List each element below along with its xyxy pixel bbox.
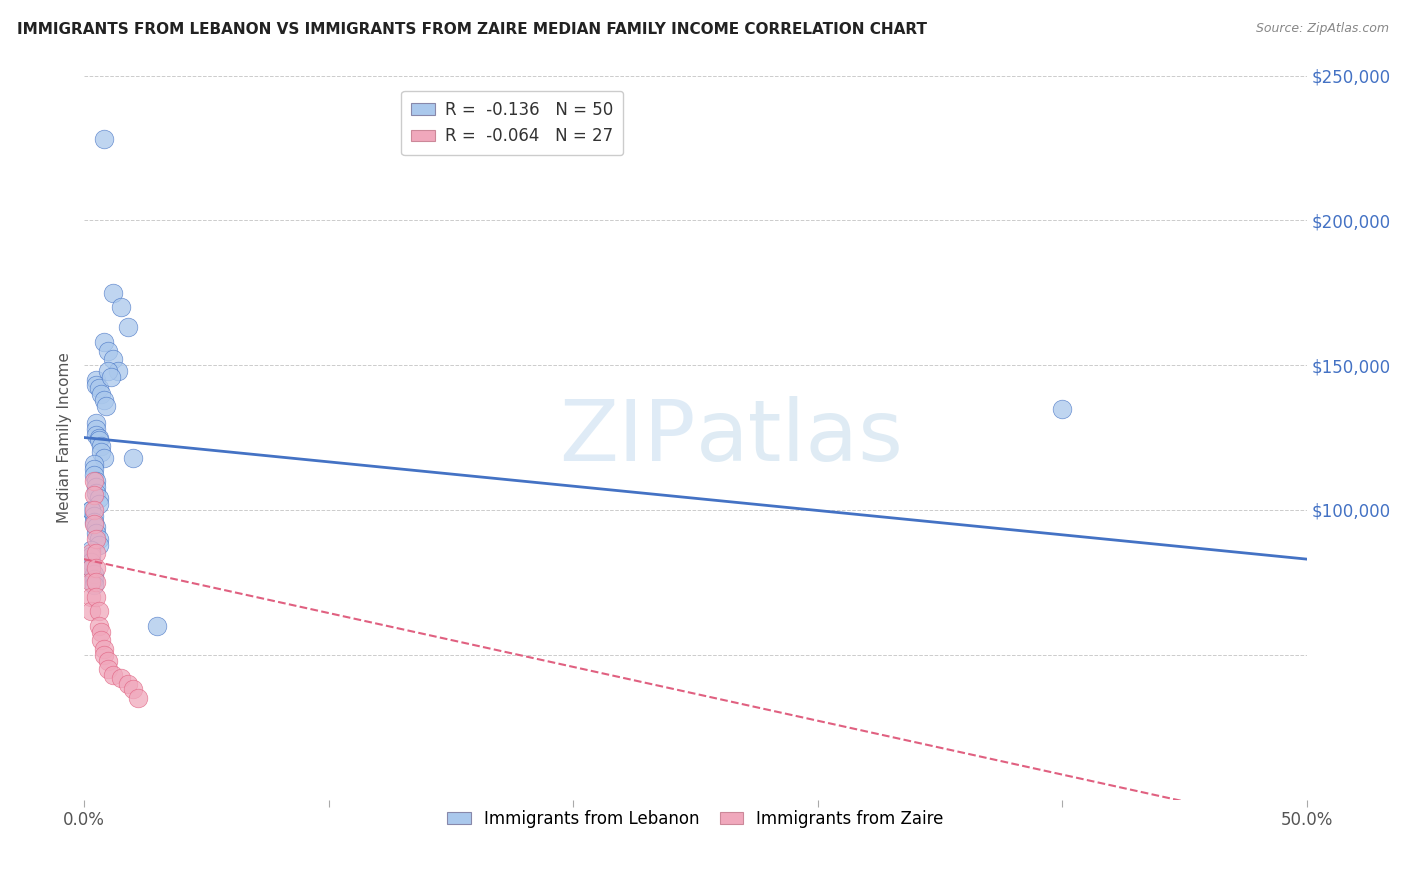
- Point: [84, 378, 107, 392]
- Point: [100, 369, 122, 384]
- Point: [117, 320, 139, 334]
- Point: [84, 416, 107, 430]
- Point: [107, 364, 129, 378]
- Point: [80, 503, 103, 517]
- Point: [93, 450, 115, 465]
- Point: [87, 430, 110, 444]
- Point: [83, 578, 105, 592]
- Point: [83, 468, 105, 483]
- Point: [80, 503, 103, 517]
- Point: [84, 526, 107, 541]
- Point: [97, 653, 120, 667]
- Y-axis label: Median Family Income: Median Family Income: [58, 352, 72, 523]
- Point: [103, 352, 125, 367]
- Point: [110, 671, 132, 685]
- Point: [83, 515, 105, 529]
- Text: IMMIGRANTS FROM LEBANON VS IMMIGRANTS FROM ZAIRE MEDIAN FAMILY INCOME CORRELATIO: IMMIGRANTS FROM LEBANON VS IMMIGRANTS FR…: [17, 22, 927, 37]
- Point: [103, 668, 125, 682]
- Point: [90, 387, 112, 401]
- Point: [84, 575, 107, 590]
- Point: [110, 300, 132, 314]
- Point: [83, 517, 105, 532]
- Point: [80, 590, 103, 604]
- Point: [80, 549, 103, 564]
- Point: [122, 682, 145, 697]
- Point: [90, 633, 112, 648]
- Point: [87, 434, 110, 448]
- Point: [83, 457, 105, 471]
- Point: [87, 497, 110, 511]
- Point: [84, 422, 107, 436]
- Point: [97, 662, 120, 676]
- Point: [103, 285, 125, 300]
- Point: [87, 604, 110, 618]
- Point: [97, 364, 120, 378]
- Point: [94, 399, 117, 413]
- Point: [87, 619, 110, 633]
- Point: [93, 642, 115, 657]
- Text: ZIP: ZIP: [560, 396, 696, 479]
- Point: [93, 392, 115, 407]
- Point: [93, 334, 115, 349]
- Point: [84, 480, 107, 494]
- Text: atlas: atlas: [696, 396, 904, 479]
- Point: [83, 503, 105, 517]
- Point: [80, 555, 103, 569]
- Point: [80, 604, 103, 618]
- Point: [83, 573, 105, 587]
- Point: [146, 619, 169, 633]
- Point: [87, 381, 110, 395]
- Point: [80, 546, 103, 560]
- Point: [127, 691, 149, 706]
- Point: [87, 538, 110, 552]
- Point: [83, 474, 105, 488]
- Point: [84, 427, 107, 442]
- Point: [1052, 401, 1074, 416]
- Point: [122, 450, 145, 465]
- Point: [90, 624, 112, 639]
- Point: [87, 491, 110, 506]
- Point: [97, 343, 120, 358]
- Legend: Immigrants from Lebanon, Immigrants from Zaire: Immigrants from Lebanon, Immigrants from…: [440, 804, 950, 835]
- Point: [84, 485, 107, 500]
- Point: [80, 543, 103, 558]
- Point: [80, 561, 103, 575]
- Point: [84, 474, 107, 488]
- Point: [117, 676, 139, 690]
- Point: [84, 520, 107, 534]
- Point: [90, 445, 112, 459]
- Point: [84, 590, 107, 604]
- Point: [83, 462, 105, 476]
- Point: [83, 488, 105, 502]
- Point: [93, 132, 115, 146]
- Point: [84, 373, 107, 387]
- Point: [84, 532, 107, 546]
- Text: Source: ZipAtlas.com: Source: ZipAtlas.com: [1256, 22, 1389, 36]
- Point: [80, 575, 103, 590]
- Point: [83, 566, 105, 581]
- Point: [80, 561, 103, 575]
- Point: [83, 508, 105, 523]
- Point: [90, 439, 112, 453]
- Point: [87, 532, 110, 546]
- Point: [84, 561, 107, 575]
- Point: [93, 648, 115, 662]
- Point: [84, 546, 107, 560]
